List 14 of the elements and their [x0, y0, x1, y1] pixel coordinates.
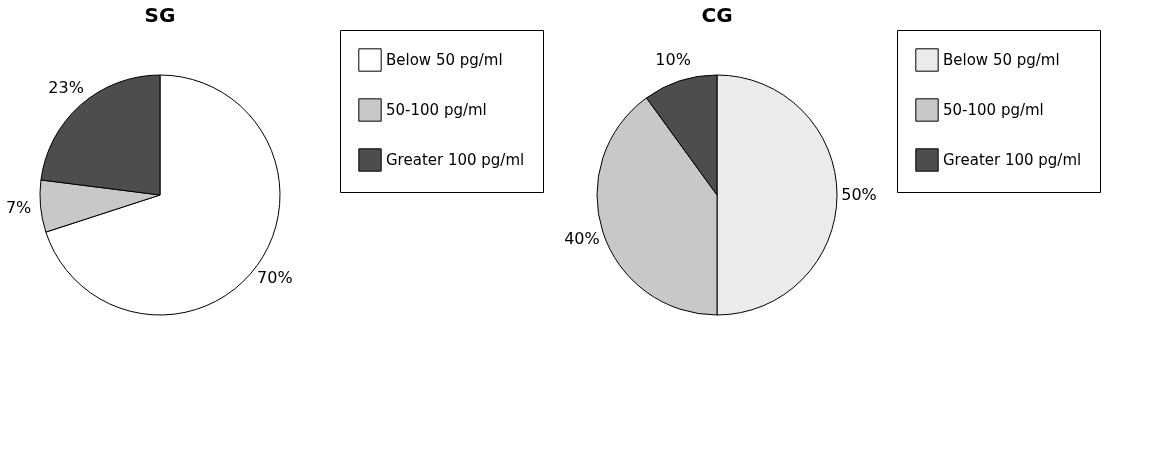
data-label: 40% [564, 228, 600, 248]
legend-label: 50-100 pg/ml [943, 101, 1044, 119]
legend-label: Greater 100 pg/ml [386, 151, 525, 169]
data-label: 70% [257, 268, 293, 288]
data-label: 50% [841, 185, 877, 204]
data-label: 7% [5, 198, 32, 218]
legend-label: 50-100 pg/ml [386, 101, 487, 119]
chart-title: CG [701, 2, 733, 27]
chart-title: SG [144, 2, 176, 27]
data-label: 10% [655, 49, 691, 69]
legend-label: Greater 100 pg/ml [943, 151, 1082, 169]
legend-label: Below 50 pg/ml [386, 51, 503, 69]
legend-label: Below 50 pg/ml [943, 51, 1060, 69]
data-label: 23% [48, 78, 84, 98]
